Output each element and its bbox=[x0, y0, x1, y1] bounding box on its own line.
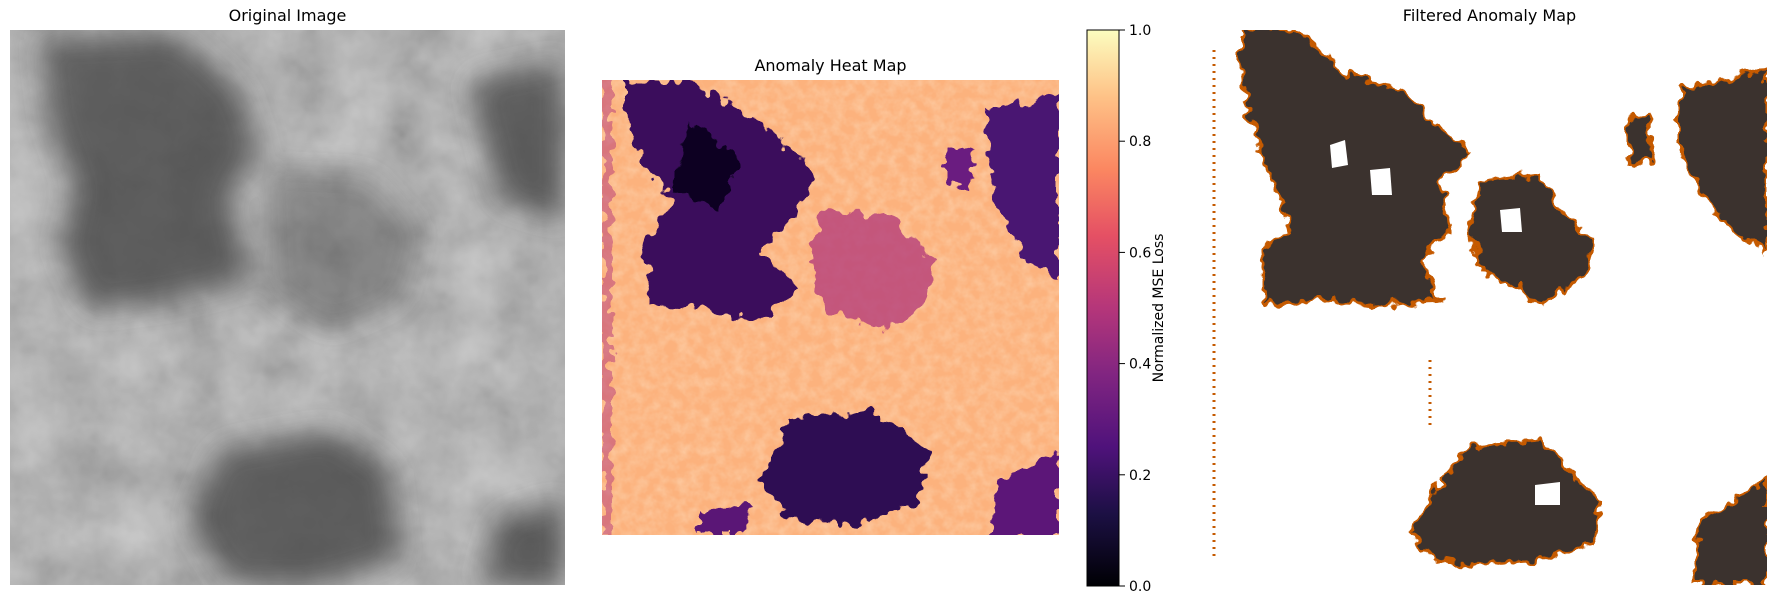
colorbar-tick-label: 0.0 bbox=[1129, 579, 1151, 595]
original-image-title: Original Image bbox=[228, 6, 347, 25]
colorbar: 0.0 0.2 0.4 0.6 0.8 1.0 Normalized MSE Loss bbox=[1086, 23, 1167, 595]
anomaly-heat-map-title: Anomaly Heat Map bbox=[754, 56, 907, 75]
filtered-anomaly-map-title: Filtered Anomaly Map bbox=[1402, 6, 1577, 25]
colorbar-tick-label: 1.0 bbox=[1129, 23, 1151, 39]
original-image bbox=[10, 30, 565, 585]
colorbar-tick-label: 0.2 bbox=[1129, 468, 1151, 484]
colorbar-ticks: 0.0 0.2 0.4 0.6 0.8 1.0 bbox=[1119, 23, 1151, 595]
colorbar-tick-label: 0.4 bbox=[1129, 357, 1151, 373]
colorbar-tick-label: 0.8 bbox=[1129, 134, 1151, 150]
colorbar-gradient bbox=[1086, 29, 1120, 587]
colorbar-label: Normalized MSE Loss bbox=[1151, 234, 1167, 383]
colorbar-tick-label: 0.6 bbox=[1129, 245, 1151, 261]
anomaly-heat-map bbox=[602, 80, 1059, 535]
filtered-anomaly-map bbox=[1212, 30, 1767, 585]
